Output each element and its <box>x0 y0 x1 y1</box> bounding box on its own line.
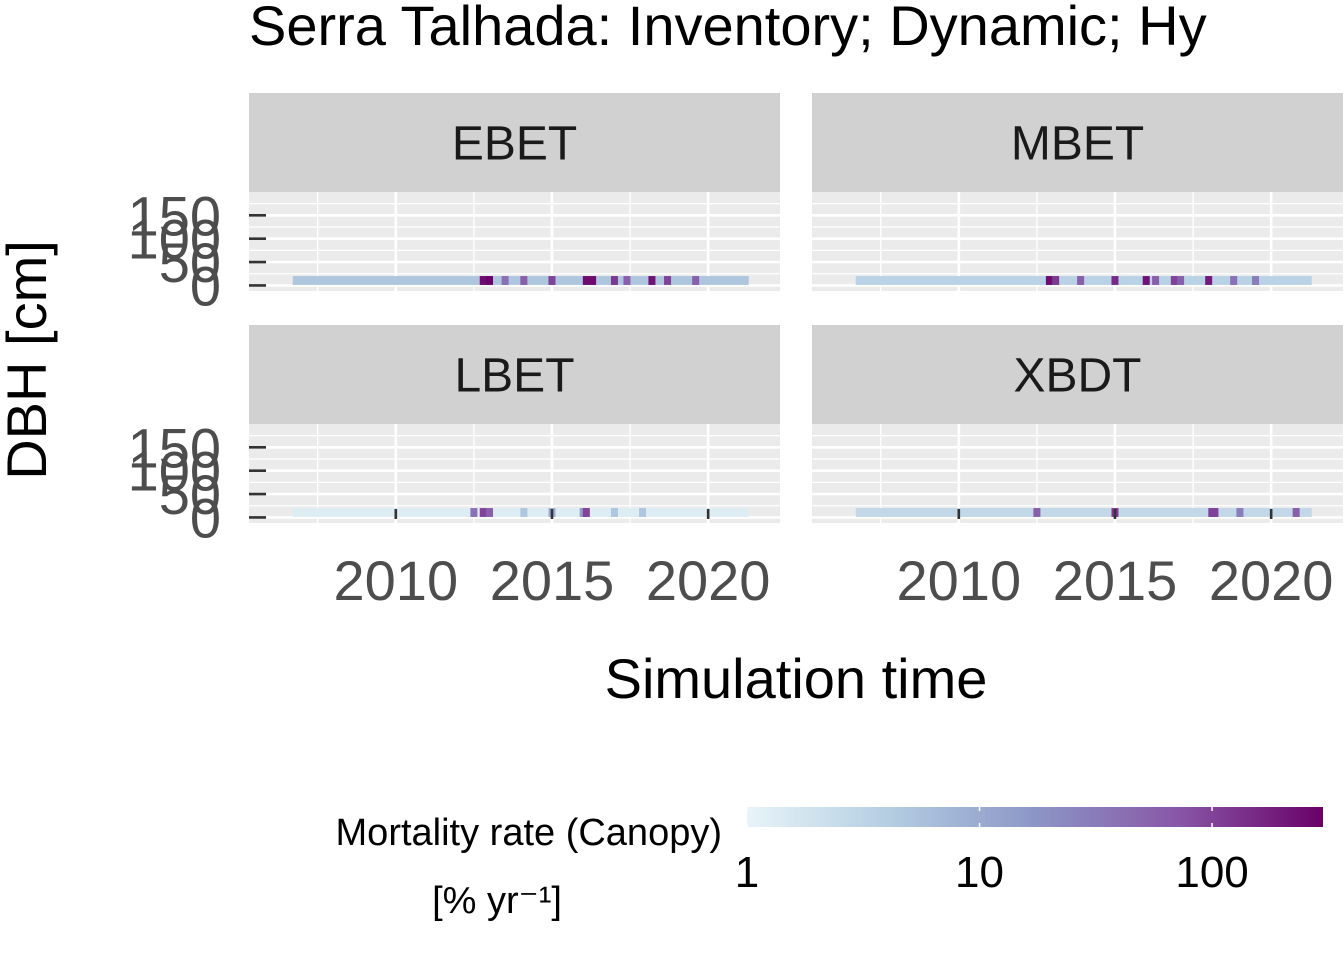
facet-strip <box>812 93 1343 192</box>
mortality-event <box>639 508 647 517</box>
x-axis-label: Simulation time <box>605 647 988 710</box>
panel-xbdt: XBDT <box>812 325 1343 523</box>
mortality-event <box>589 276 597 285</box>
mortality-event <box>610 276 618 285</box>
mortality-event <box>1292 508 1300 517</box>
mortality-event <box>1111 276 1119 285</box>
chart-title: Serra Talhada: Inventory; Dynamic; Hy <box>249 0 1207 57</box>
y-tick-label: 0 <box>190 486 221 549</box>
mortality-event <box>1170 276 1178 285</box>
mortality-event <box>486 276 494 285</box>
mortality-event <box>479 276 487 285</box>
y-tick-label: 50 <box>159 231 221 294</box>
y-axis-label: DBH [cm] <box>0 240 58 480</box>
panel-ebet: EBET <box>249 93 780 291</box>
facet-strip-label: EBET <box>452 118 577 171</box>
mortality-event <box>548 276 556 285</box>
panel-background <box>812 192 1343 291</box>
facet-strip <box>249 93 780 192</box>
x-tick-label: 2020 <box>1209 549 1334 612</box>
mortality-event <box>501 276 509 285</box>
mortality-event <box>1236 508 1244 517</box>
facet-strip-label: XBDT <box>1013 350 1141 403</box>
legend-tick-label: 1 <box>735 848 759 897</box>
mortality-event <box>648 276 656 285</box>
mortality-band <box>855 508 1312 517</box>
mortality-event <box>610 508 618 517</box>
mortality-event <box>582 276 590 285</box>
mortality-event <box>1177 276 1185 285</box>
x-tick-label: 2010 <box>897 549 1022 612</box>
y-tick-label: 150 <box>128 416 221 479</box>
mortality-event <box>1077 276 1085 285</box>
mortality-event <box>582 508 590 517</box>
y-tick-label: 50 <box>159 463 221 526</box>
mortality-event <box>1152 276 1160 285</box>
legend-tick-label: 10 <box>955 848 1004 897</box>
mortality-event <box>486 508 494 517</box>
mortality-event <box>1142 276 1150 285</box>
facet-panels: EBET MBET LBET XBDT <box>249 93 1343 523</box>
x-axis-ticks: 2010 2015 2020 2010 2015 2020 <box>334 509 1334 612</box>
facet-strip <box>249 325 780 424</box>
mortality-event <box>1052 276 1060 285</box>
facet-strip-label: LBET <box>454 350 574 403</box>
mortality-event <box>1045 276 1053 285</box>
mortality-event <box>1252 276 1260 285</box>
mortality-event <box>623 276 631 285</box>
y-tick-label: 150 <box>128 184 221 247</box>
mortality-event <box>479 508 487 517</box>
y-tick-label: 100 <box>128 208 221 271</box>
mortality-event <box>692 276 700 285</box>
x-tick-label: 2015 <box>1053 549 1178 612</box>
legend-tick-label: 100 <box>1175 848 1248 897</box>
mortality-event <box>520 508 528 517</box>
mortality-event <box>520 276 528 285</box>
y-tick-label: 100 <box>128 440 221 503</box>
legend-title-line2: [% yr⁻¹] <box>432 880 562 922</box>
legend-ticks: 1 10 100 <box>735 807 1249 897</box>
facet-strip-label: MBET <box>1011 118 1144 171</box>
mortality-event <box>1211 508 1219 517</box>
x-tick-label: 2020 <box>646 549 771 612</box>
panel-background <box>249 424 780 523</box>
legend-colorbar <box>747 807 1323 827</box>
panel-background <box>249 192 780 291</box>
y-tick-label: 0 <box>190 254 221 317</box>
mortality-event <box>1033 508 1041 517</box>
panel-mbet: MBET <box>812 93 1343 291</box>
facet-strip <box>812 325 1343 424</box>
mortality-event <box>664 276 672 285</box>
x-tick-label: 2015 <box>490 549 615 612</box>
mortality-event <box>470 508 478 517</box>
mortality-event <box>1205 276 1213 285</box>
panel-lbet: LBET <box>249 325 780 523</box>
x-tick-label: 2010 <box>334 549 459 612</box>
colorbar-legend: Mortality rate (Canopy) [% yr⁻¹] 1 10 100 <box>336 807 1323 922</box>
mortality-event <box>1230 276 1238 285</box>
legend-title-line1: Mortality rate (Canopy) <box>336 812 722 854</box>
panel-background <box>812 424 1343 523</box>
